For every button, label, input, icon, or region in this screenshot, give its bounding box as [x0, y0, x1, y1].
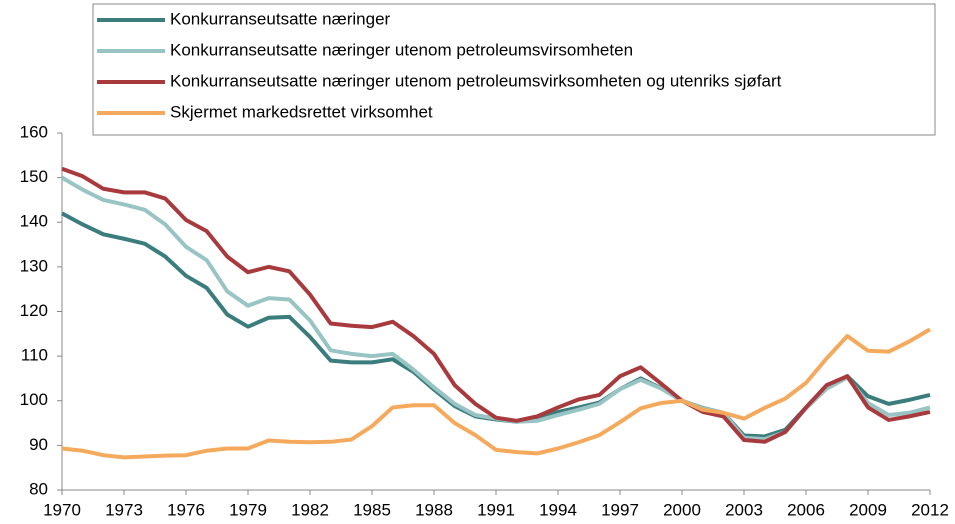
- legend-box: [92, 3, 936, 136]
- legend-label: Skjermet markedsrettet virksomhet: [170, 102, 433, 121]
- x-tick-label: 2012: [911, 500, 949, 519]
- y-tick-label: 150: [20, 167, 48, 186]
- y-tick-label: 80: [29, 479, 48, 498]
- x-tick-label: 1982: [291, 500, 329, 519]
- y-tick-label: 140: [20, 212, 48, 231]
- x-tick-label: 1976: [167, 500, 205, 519]
- legend-label: Konkurranseutsatte næringer utenom petro…: [170, 40, 633, 59]
- x-tick-label: 1991: [477, 500, 515, 519]
- y-tick-label: 120: [20, 301, 48, 320]
- series-line: [61, 166, 931, 444]
- x-tick-label: 1973: [105, 500, 143, 519]
- x-tick-label: 2003: [725, 500, 763, 519]
- y-tick-label: 160: [20, 122, 48, 141]
- series-line: [61, 211, 931, 439]
- y-tick-label: 90: [29, 435, 48, 454]
- series-line: [60, 175, 931, 442]
- y-tick-label: 110: [21, 346, 48, 365]
- y-tick-label: 130: [20, 256, 48, 275]
- legend-label: Konkurranseutsatte næringer utenom petro…: [170, 71, 782, 90]
- plot-area: 80 90 100 110 120 130 140 150 160 1970 1973 1976 197…: [20, 122, 949, 519]
- series-line: [61, 327, 932, 460]
- y-tick-label: 100: [20, 390, 48, 409]
- x-tick-label: 1988: [415, 500, 453, 519]
- x-tick-label: 1979: [229, 500, 267, 519]
- x-tick-label: 2006: [787, 500, 825, 519]
- x-tick-label: 1970: [43, 500, 81, 519]
- x-tick-label: 2009: [849, 500, 887, 519]
- x-tick-label: 1994: [539, 500, 577, 519]
- x-tick-label: 1985: [353, 500, 391, 519]
- x-tick-label: 2000: [663, 500, 701, 519]
- x-tick-label: 1997: [601, 500, 639, 519]
- legend-label: Konkurranseutsatte næringer: [170, 9, 391, 28]
- legend: Konkurranseutsatte næringer Konkurranseut…: [97, 9, 782, 121]
